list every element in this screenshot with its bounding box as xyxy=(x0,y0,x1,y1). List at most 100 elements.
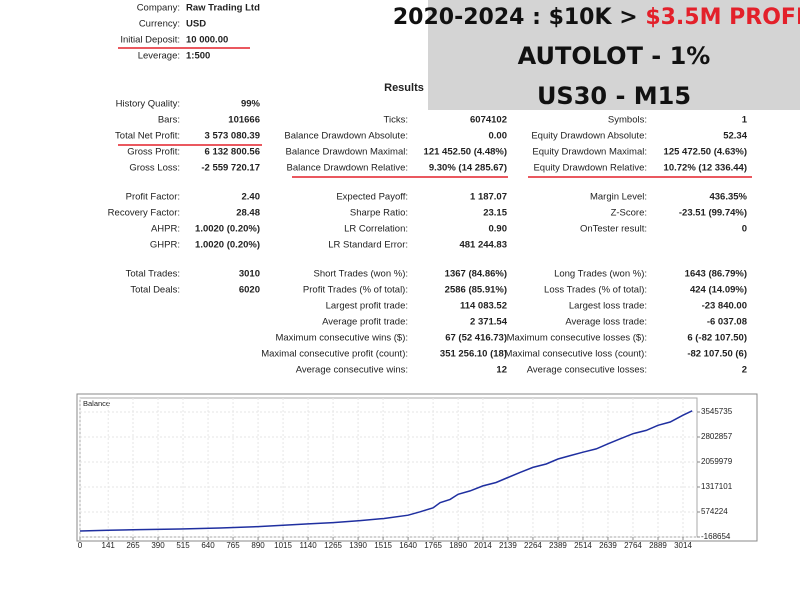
stat-label: Recovery Factor: xyxy=(108,208,180,219)
y-tick-label: 574224 xyxy=(701,507,728,516)
stat-label: Largest loss trade: xyxy=(569,301,647,312)
field-value: Raw Trading Ltd xyxy=(186,3,260,14)
stat-value: 2.40 xyxy=(242,192,261,203)
stat-label: LR Correlation: xyxy=(344,224,408,235)
stat-label: Z-Score: xyxy=(611,208,647,219)
x-tick-label: 1265 xyxy=(324,541,342,550)
banner-text: 2020-2024 : $10K > xyxy=(393,5,638,30)
x-tick-label: 2514 xyxy=(574,541,592,550)
field-label: Company: xyxy=(137,3,180,14)
stat-value: 10.72% (12 336.44) xyxy=(664,163,747,174)
x-tick-label: 141 xyxy=(102,541,116,550)
field-value: 1:500 xyxy=(186,51,210,62)
stat-value: 436.35% xyxy=(709,192,747,203)
x-tick-label: 2014 xyxy=(474,541,492,550)
stat-value: 114 083.52 xyxy=(460,301,507,312)
stat-label: Average consecutive losses: xyxy=(527,365,647,376)
stat-label: Average loss trade: xyxy=(565,317,647,328)
stat-value: 2586 (85.91%) xyxy=(445,285,507,296)
stat-label: Equity Drawdown Absolute: xyxy=(531,131,647,142)
banner-line1: 2020-2024 : $10K > $3.5M PROFIT xyxy=(393,5,800,30)
stat-label: Sharpe Ratio: xyxy=(350,208,408,219)
stat-label: Loss Trades (% of total): xyxy=(544,285,647,296)
stat-label: Maximal consecutive loss (count): xyxy=(504,349,647,360)
banner-line3: US30 - M15 xyxy=(537,82,691,110)
stat-label: Symbols: xyxy=(608,115,647,126)
stat-label: Balance Drawdown Maximal: xyxy=(286,147,409,158)
x-tick-label: 2264 xyxy=(524,541,542,550)
banner-highlight: $3.5M PROFIT xyxy=(645,5,800,30)
x-tick-label: 1015 xyxy=(274,541,292,550)
stat-value: -2 559 720.17 xyxy=(201,163,260,174)
stat-value: 101666 xyxy=(228,115,260,126)
x-tick-label: 515 xyxy=(176,541,190,550)
results-title: Results xyxy=(384,82,424,94)
stat-value: -6 037.08 xyxy=(707,317,747,328)
stat-value: 6 132 800.56 xyxy=(205,147,260,158)
stat-label: Average consecutive wins: xyxy=(296,365,408,376)
stat-value: 424 (14.09%) xyxy=(690,285,747,296)
stat-label: GHPR: xyxy=(150,240,180,251)
stat-value: 2 371.54 xyxy=(470,317,508,328)
field-value: USD xyxy=(186,19,206,30)
stat-value: 23.15 xyxy=(483,208,507,219)
x-tick-label: 1640 xyxy=(399,541,417,550)
stat-value: -82 107.50 (6) xyxy=(687,349,747,360)
stat-value: 28.48 xyxy=(236,208,260,219)
x-tick-label: 1515 xyxy=(374,541,392,550)
stat-value: 3010 xyxy=(239,269,260,280)
stat-value: 1367 (84.86%) xyxy=(445,269,507,280)
field-label: Initial Deposit: xyxy=(120,35,180,46)
y-tick-label: 2059979 xyxy=(701,457,733,466)
banner-background xyxy=(428,0,800,110)
stat-value: 0 xyxy=(742,224,747,235)
stat-value: -23 840.00 xyxy=(702,301,747,312)
stat-label: Total Deals: xyxy=(130,285,180,296)
x-tick-label: 0 xyxy=(78,541,83,550)
x-tick-label: 765 xyxy=(226,541,240,550)
x-tick-label: 1890 xyxy=(449,541,467,550)
stat-value: 0.90 xyxy=(489,224,508,235)
x-tick-label: 1765 xyxy=(424,541,442,550)
stat-value: 481 244.83 xyxy=(459,240,507,251)
stat-value: 1.0020 (0.20%) xyxy=(195,240,260,251)
stat-label: History Quality: xyxy=(116,99,180,110)
stat-label: LR Standard Error: xyxy=(328,240,408,251)
stat-value: 1643 (86.79%) xyxy=(685,269,747,280)
stat-label: Total Net Profit: xyxy=(115,131,180,142)
stat-label: Balance Drawdown Relative: xyxy=(287,163,408,174)
stat-value: 6074102 xyxy=(470,115,507,126)
stat-label: Profit Trades (% of total): xyxy=(303,285,408,296)
stat-value: -23.51 (99.74%) xyxy=(679,208,747,219)
x-tick-label: 2389 xyxy=(549,541,567,550)
stat-label: Margin Level: xyxy=(590,192,647,203)
stat-label: Balance Drawdown Absolute: xyxy=(284,131,408,142)
x-tick-label: 265 xyxy=(126,541,140,550)
stat-value: 0.00 xyxy=(489,131,508,142)
x-tick-label: 390 xyxy=(151,541,165,550)
stat-label: Total Trades: xyxy=(126,269,180,280)
stat-value: 1 xyxy=(742,115,748,126)
stat-value: 1 187.07 xyxy=(470,192,507,203)
stat-label: Maximal consecutive profit (count): xyxy=(261,349,408,360)
x-tick-label: 640 xyxy=(201,541,215,550)
plot-area xyxy=(79,397,698,538)
stat-label: Profit Factor: xyxy=(126,192,180,203)
y-tick-label: 3545735 xyxy=(701,407,733,416)
stat-label: Gross Profit: xyxy=(127,147,180,158)
stat-label: Maximum consecutive wins ($): xyxy=(275,333,408,344)
stat-label: Long Trades (won %): xyxy=(554,269,647,280)
x-tick-label: 2139 xyxy=(499,541,517,550)
stat-label: Equity Drawdown Relative: xyxy=(533,163,647,174)
x-tick-label: 2764 xyxy=(624,541,642,550)
stat-value: 3 573 080.39 xyxy=(205,131,260,142)
stat-label: Largest profit trade: xyxy=(326,301,408,312)
stat-value: 6 (-82 107.50) xyxy=(687,333,747,344)
stat-label: Bars: xyxy=(158,115,180,126)
chart-title: Balance xyxy=(83,399,110,408)
y-tick-label: -168654 xyxy=(701,532,731,541)
stat-value: 12 xyxy=(496,365,507,376)
stat-label: Gross Loss: xyxy=(129,163,180,174)
field-value: 10 000.00 xyxy=(186,35,228,46)
